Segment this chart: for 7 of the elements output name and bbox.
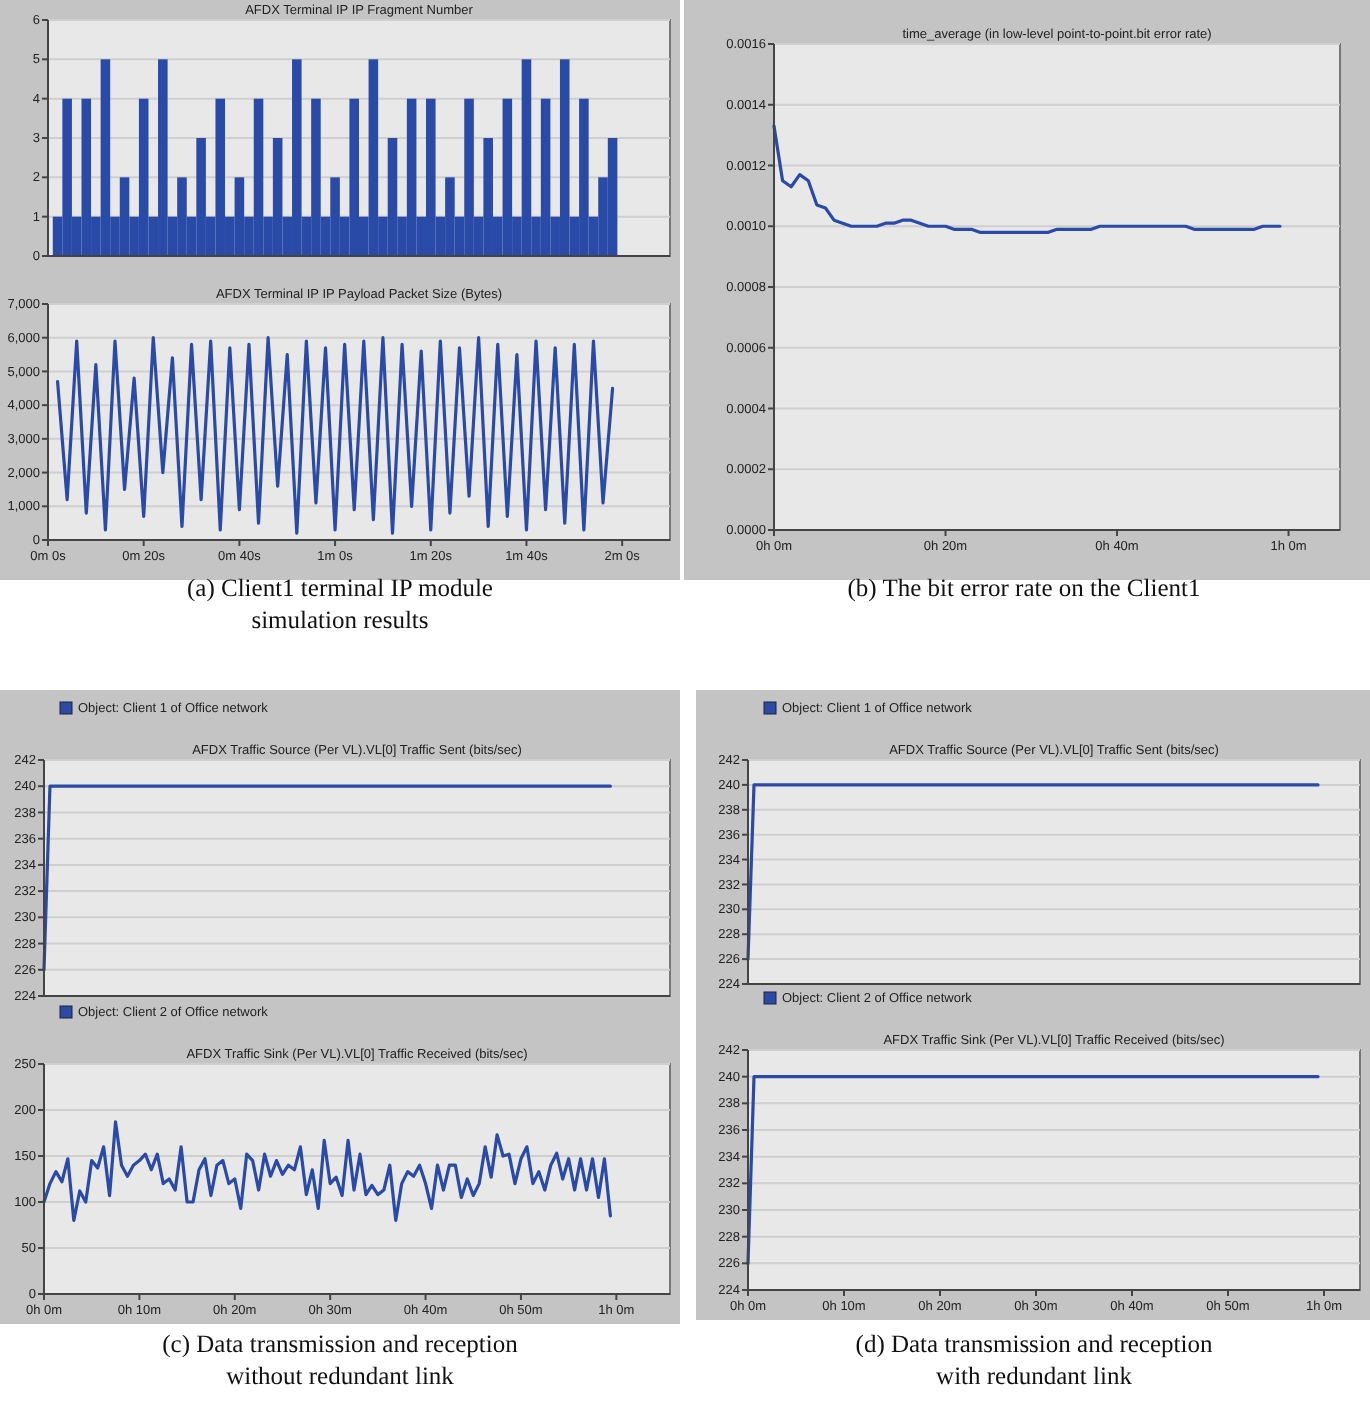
text: (a) Client1 terminal IP module simulation results (187, 574, 494, 634)
text: (b) The bit error rate on the Client1 (847, 574, 1201, 602)
line-series (42, 1120, 612, 1222)
text: (c) Data transmission and reception without redundant link (162, 1330, 520, 1390)
line-series (55, 336, 615, 535)
line-series (772, 124, 1282, 234)
text: (d) Data transmission and reception with redundant link (855, 1330, 1214, 1390)
